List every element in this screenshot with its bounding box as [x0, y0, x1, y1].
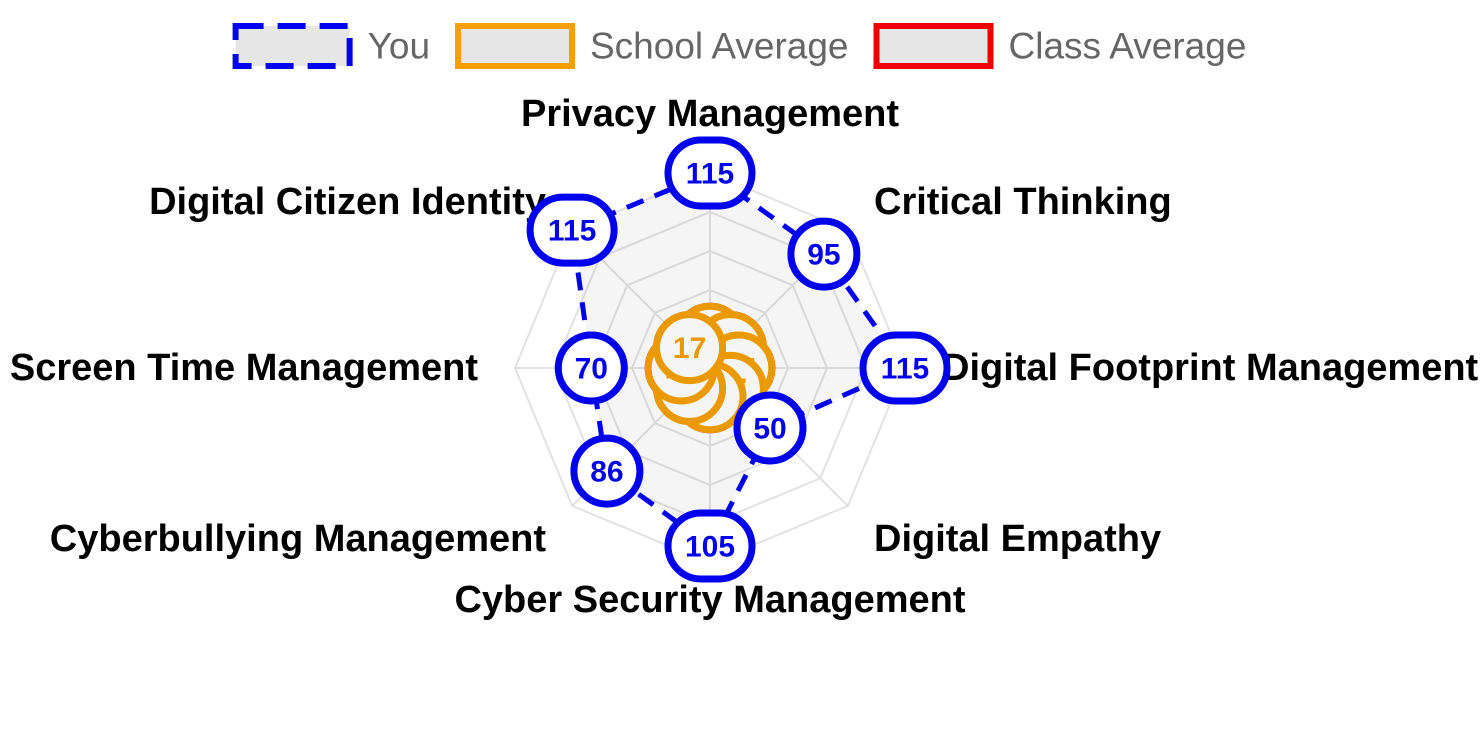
axis-label-screen-time-management: Screen Time Management: [10, 347, 478, 389]
data-point: [664, 509, 756, 583]
legend-label: Class Average: [1009, 26, 1247, 67]
data-label: 115: [548, 215, 596, 248]
axis-label-privacy-management: Privacy Management: [521, 93, 899, 135]
legend-swatch: [873, 23, 994, 69]
axis-label-cyberbullying-management: Cyberbullying Management: [50, 518, 547, 560]
legend-item-you[interactable]: You: [232, 23, 430, 69]
axis-label-digital-empathy: Digital Empathy: [874, 518, 1161, 560]
legend-swatch: [232, 23, 353, 69]
axis-label-digital-footprint-management: Digital Footprint Management: [942, 347, 1479, 389]
data-label: 50: [753, 413, 786, 446]
legend-swatch: [455, 23, 575, 69]
series-you: 115 95 115 50 105 86 70 115: [526, 136, 951, 583]
data-point: [733, 391, 807, 465]
data-label: 115: [881, 353, 929, 386]
data-label: 105: [685, 531, 735, 564]
data-label: 86: [590, 456, 623, 489]
data-point: [664, 136, 756, 210]
data-point: [859, 331, 951, 405]
data-point: [554, 331, 628, 405]
legend: You School Average Class Average: [232, 23, 1247, 69]
data-label: 17: [673, 332, 706, 365]
data-point: [787, 217, 861, 291]
data-label: 95: [807, 239, 840, 272]
axis-label-digital-citizen-identity: Digital Citizen Identity: [149, 181, 546, 223]
series-layer: 1717171717171717171717171717171711595115…: [526, 136, 951, 583]
data-label: 115: [686, 158, 734, 191]
axis-label-cyber-security-management: Cyber Security Management: [454, 579, 965, 621]
legend-label: School Average: [590, 26, 849, 67]
data-point: [526, 193, 618, 267]
data-label: 70: [575, 353, 608, 386]
legend-label: You: [368, 26, 430, 67]
legend-item-school-average[interactable]: School Average: [455, 23, 849, 69]
legend-item-class-average[interactable]: Class Average: [873, 23, 1247, 69]
axis-label-critical-thinking: Critical Thinking: [874, 181, 1172, 223]
axis-labels: Privacy Management Critical Thinking Digit…: [10, 93, 1479, 621]
data-point: [653, 311, 727, 385]
data-point: [570, 434, 644, 508]
series-school-average: 1717171717171717: [644, 302, 776, 434]
